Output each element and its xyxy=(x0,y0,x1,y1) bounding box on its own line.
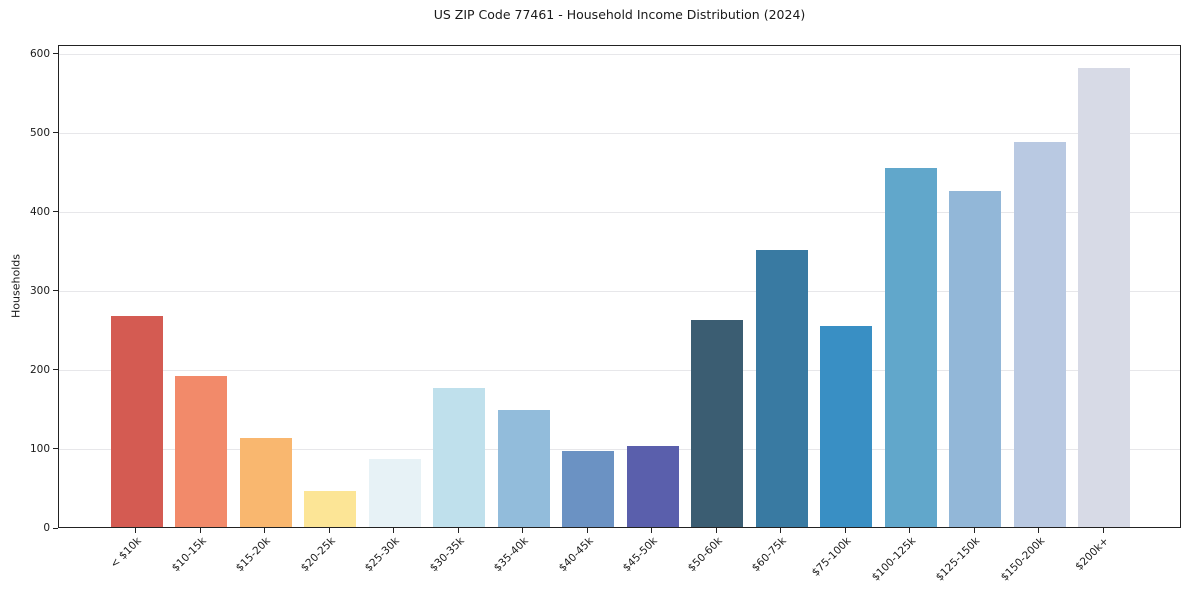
x-tick xyxy=(522,528,523,533)
gridline xyxy=(59,54,1180,56)
bar xyxy=(110,315,163,527)
x-tick xyxy=(844,528,846,533)
bar xyxy=(884,168,937,527)
y-tick xyxy=(53,211,58,213)
x-tick xyxy=(264,528,265,533)
bar xyxy=(1013,142,1066,527)
x-tick-label: $10-15k xyxy=(169,535,209,575)
gridline xyxy=(59,449,1180,451)
x-tick-label: < $10k xyxy=(108,535,144,571)
y-tick xyxy=(53,290,58,292)
x-tick xyxy=(586,528,588,533)
x-tick xyxy=(715,528,717,533)
y-tick-label: 500 xyxy=(29,126,50,139)
x-tick xyxy=(328,528,330,533)
x-tick-label: $25-30k xyxy=(362,535,402,575)
x-tick xyxy=(973,528,975,533)
x-tick xyxy=(909,528,910,533)
x-tick-label: $200k+ xyxy=(1073,535,1112,573)
x-tick-label: $75-100k xyxy=(809,535,854,579)
x-tick-label: $40-45k xyxy=(556,535,596,575)
x-tick-label: $125-150k xyxy=(933,535,983,584)
bar xyxy=(1078,67,1130,527)
x-tick-label: $60-75k xyxy=(749,535,789,575)
x-tick-label: $35-40k xyxy=(491,535,531,575)
bar xyxy=(433,387,485,527)
x-tick xyxy=(199,528,201,533)
bar xyxy=(239,437,292,527)
x-tick-label: $50-60k xyxy=(685,535,725,575)
x-tick-label: $100-125k xyxy=(869,535,918,584)
plot-area xyxy=(58,45,1181,528)
bar xyxy=(626,445,679,527)
y-tick xyxy=(53,132,58,134)
y-tick-label: 400 xyxy=(29,205,50,218)
bar xyxy=(368,459,421,527)
x-tick-label: $30-35k xyxy=(427,535,467,575)
x-tick xyxy=(1102,528,1104,533)
y-tick-label: 0 xyxy=(43,522,50,534)
chart-title: US ZIP Code 77461 - Household Income Dis… xyxy=(433,7,806,22)
gridline xyxy=(59,370,1180,372)
bar xyxy=(497,410,550,527)
bar xyxy=(304,490,356,527)
y-tick xyxy=(53,369,58,371)
x-tick xyxy=(1038,528,1039,533)
x-tick-label: $15-20k xyxy=(233,535,273,575)
y-tick-label: 100 xyxy=(29,442,50,455)
x-tick-label: $45-50k xyxy=(620,535,660,575)
y-tick-label: 200 xyxy=(29,363,50,376)
x-tick xyxy=(780,528,781,533)
x-tick xyxy=(651,528,652,533)
y-tick xyxy=(53,527,58,529)
bar xyxy=(949,191,1001,527)
gridline xyxy=(59,291,1180,293)
x-tick xyxy=(135,528,136,533)
bar xyxy=(562,451,614,527)
y-tick xyxy=(53,53,58,55)
bar xyxy=(755,250,808,527)
x-tick xyxy=(457,528,459,533)
y-tick xyxy=(53,448,58,450)
x-tick-label: $20-25k xyxy=(298,535,338,575)
y-tick-label: 300 xyxy=(29,284,50,297)
gridline xyxy=(59,133,1180,135)
x-tick xyxy=(393,528,394,533)
bar xyxy=(691,319,743,527)
bar xyxy=(175,376,227,527)
bar xyxy=(820,326,872,527)
gridline xyxy=(59,212,1180,214)
x-tick-label: $150-200k xyxy=(998,535,1047,584)
y-tick-label: 600 xyxy=(29,47,50,60)
